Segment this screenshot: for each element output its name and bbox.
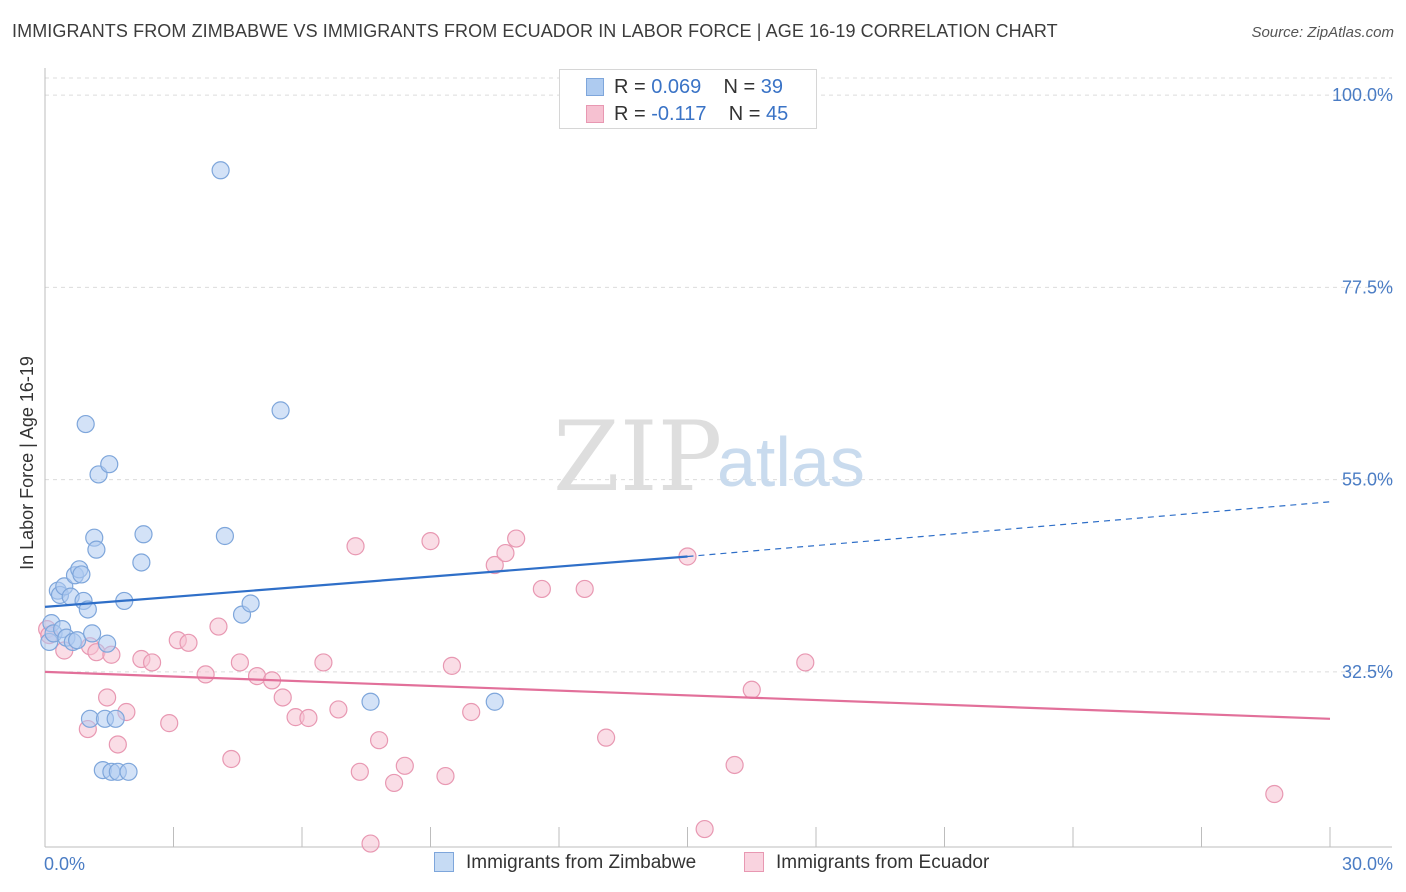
- y-tick-label: 55.0%: [1342, 470, 1393, 490]
- zimbabwe-trend-line: [44, 555, 688, 608]
- ecuador-point: [496, 543, 515, 563]
- zimbabwe-point: [83, 624, 102, 643]
- ecuador-point: [395, 756, 414, 775]
- bottom-legend-ecuador: Immigrants from Ecuador: [744, 852, 989, 874]
- ecuador-point: [796, 653, 815, 672]
- ecuador-point: [247, 667, 267, 686]
- ecuador-point: [314, 653, 333, 672]
- bottom-legend-label: Immigrants from Ecuador: [776, 852, 990, 873]
- ecuador-point: [179, 633, 198, 652]
- y-tick-label: 100.0%: [1332, 85, 1393, 105]
- y-tick-label: 32.5%: [1342, 662, 1393, 682]
- zimbabwe-point: [485, 692, 504, 711]
- zimbabwe-point: [215, 526, 234, 546]
- zimbabwe-points: [40, 161, 504, 781]
- ecuador-point: [462, 702, 481, 722]
- legend-row-zimbabwe: R = 0.069 N = 39: [586, 76, 783, 100]
- zimbabwe-point: [211, 161, 230, 180]
- zimbabwe-point: [106, 709, 125, 728]
- legend-row-ecuador: R = -0.117 N = 45: [586, 103, 788, 127]
- zimbabwe-point: [76, 414, 95, 434]
- zimbabwe-point: [241, 594, 260, 613]
- ecuador-point: [507, 529, 526, 548]
- ecuador-point: [742, 680, 761, 699]
- bottom-legend-swatch-pink: [744, 852, 764, 872]
- source-label: Source: ZipAtlas.com: [1251, 24, 1394, 41]
- ecuador-point: [142, 653, 162, 672]
- ecuador-point: [361, 834, 380, 853]
- grid-lines: [45, 77, 1392, 673]
- zimbabwe-point: [98, 634, 117, 653]
- watermark: ZIP atlas: [553, 401, 865, 513]
- ecuador-point: [370, 731, 389, 750]
- ecuador-point: [98, 688, 117, 707]
- trend-lines: [44, 501, 1331, 720]
- ecuador-point: [299, 708, 318, 728]
- ecuador-point: [230, 653, 249, 672]
- zimbabwe-point: [78, 600, 97, 619]
- ecuador-point: [1265, 784, 1284, 804]
- legend-n-label: N =: [728, 103, 761, 125]
- ecuador-point: [442, 656, 462, 675]
- zimbabwe-point: [68, 631, 87, 650]
- ecuador-point: [575, 579, 594, 599]
- ecuador-point: [346, 537, 365, 556]
- legend-n-value: 39: [760, 76, 784, 98]
- legend-swatch-blue: [586, 78, 604, 96]
- ecuador-point: [485, 555, 504, 575]
- bottom-legend-swatch-blue: [434, 852, 454, 872]
- y-tick-label: 77.5%: [1342, 277, 1393, 297]
- axes: [44, 68, 1392, 848]
- zimbabwe-point: [271, 401, 290, 420]
- zimbabwe-point: [134, 525, 153, 544]
- watermark-atlas: atlas: [717, 423, 865, 501]
- zimbabwe-point: [72, 565, 91, 584]
- legend-swatch-pink: [586, 105, 604, 123]
- x-tick-label: 0.0%: [44, 854, 85, 874]
- ecuador-point: [196, 665, 215, 684]
- ecuador-point: [350, 762, 369, 781]
- bottom-legend-label: Immigrants from Zimbabwe: [466, 852, 697, 873]
- legend-n-label: N =: [723, 76, 756, 98]
- bottom-legend-zimbabwe: Immigrants from Zimbabwe: [434, 852, 696, 874]
- zimbabwe-point: [132, 553, 151, 572]
- ecuador-point: [329, 700, 348, 719]
- watermark-zip: ZIP: [553, 401, 722, 513]
- legend-r-value: -0.117: [651, 103, 707, 125]
- zimbabwe-point: [87, 540, 106, 559]
- ecuador-point: [597, 728, 616, 747]
- ecuador-point: [209, 617, 228, 636]
- ecuador-point: [421, 532, 440, 551]
- legend-r-value: 0.069: [651, 76, 702, 98]
- ecuador-point: [108, 735, 127, 754]
- zimbabwe-point: [119, 762, 138, 781]
- legend-r-label: R =: [614, 76, 646, 98]
- x-tick-label: 30.0%: [1342, 854, 1393, 874]
- ecuador-point: [532, 579, 551, 599]
- ecuador-point: [695, 819, 714, 839]
- ecuador-point: [160, 714, 179, 733]
- chart-title: IMMIGRANTS FROM ZIMBABWE VS IMMIGRANTS F…: [12, 21, 1058, 41]
- legend-n-value: 45: [765, 103, 789, 125]
- zimbabwe-point: [361, 692, 380, 711]
- y-axis-label: In Labor Force | Age 16-19: [17, 356, 37, 570]
- ecuador-point: [222, 749, 241, 769]
- legend-r-label: R =: [614, 103, 646, 125]
- ecuador-point: [384, 773, 404, 793]
- ecuador-trend-line: [44, 670, 1331, 720]
- zimbabwe-trend-extension: [687, 501, 1331, 558]
- ecuador-point: [273, 688, 292, 707]
- tick-labels: 100.0% 77.5% 55.0% 32.5% 0.0% 30.0%: [44, 85, 1393, 874]
- ecuador-point: [436, 766, 455, 786]
- ecuador-point: [725, 755, 744, 775]
- legend: R = 0.069 N = 39 R = -0.117 N = 45: [559, 69, 817, 129]
- zimbabwe-point: [100, 455, 119, 474]
- ecuador-points: [38, 529, 1284, 853]
